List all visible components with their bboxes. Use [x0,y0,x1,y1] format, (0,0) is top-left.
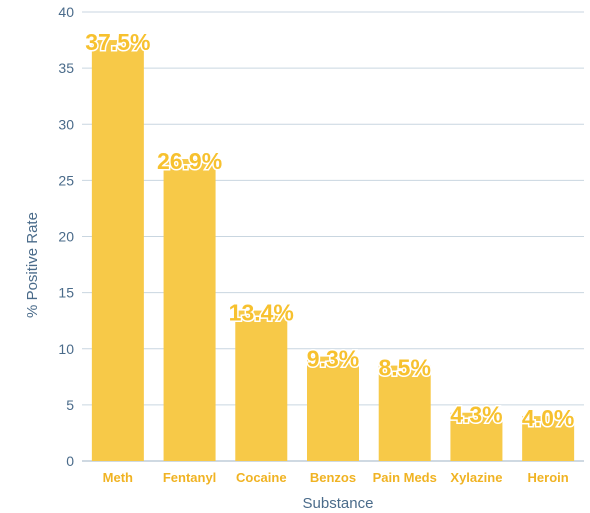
y-tick-label: 10 [58,341,74,357]
bar-heroin [522,416,575,461]
x-tick-label: Meth [103,470,133,485]
y-tick-label: 15 [58,285,74,301]
bars [91,40,575,462]
bar-xylazine [450,412,503,461]
value-label: 4.0% [522,405,574,431]
y-tick-label: 30 [58,116,74,132]
y-tick-label: 25 [58,172,74,188]
x-tick-label: Fentanyl [163,470,216,485]
value-label: 26.9% [157,148,222,174]
x-axis-title: Substance [303,495,374,512]
x-axis-categories: Meth Fentanyl Cocaine Benzos Pain Meds Xylazi… [103,470,569,485]
y-tick-label: 20 [58,229,74,245]
bar-fentanyl [163,159,216,462]
y-axis-title: % Positive Rate [24,212,41,318]
value-label: 37.5% [85,29,150,55]
y-tick-label: 5 [66,397,74,413]
value-label: 8.5% [378,355,430,381]
y-tick-label: 35 [58,60,74,76]
bar-meth [91,40,144,461]
x-tick-label: Benzos [310,470,356,485]
value-labels: 37.5% 26.9% 13.4% 9.3% 8.5% 4.3% 4.0% [84,28,576,433]
y-axis-ticks: 0 5 10 15 20 25 30 35 40 [58,4,74,469]
y-tick-label: 40 [58,4,74,20]
x-tick-label: Xylazine [450,470,502,485]
y-tick-label: 0 [66,453,74,469]
value-label: 13.4% [229,300,294,326]
bar-pain-meds [378,365,431,461]
x-tick-label: Cocaine [236,470,287,485]
x-tick-label: Pain Meds [373,470,437,485]
x-tick-label: Heroin [528,470,569,485]
value-label: 4.3% [450,402,502,428]
bar-benzos [307,356,359,461]
value-label: 9.3% [307,346,359,372]
bar-cocaine [235,310,288,461]
